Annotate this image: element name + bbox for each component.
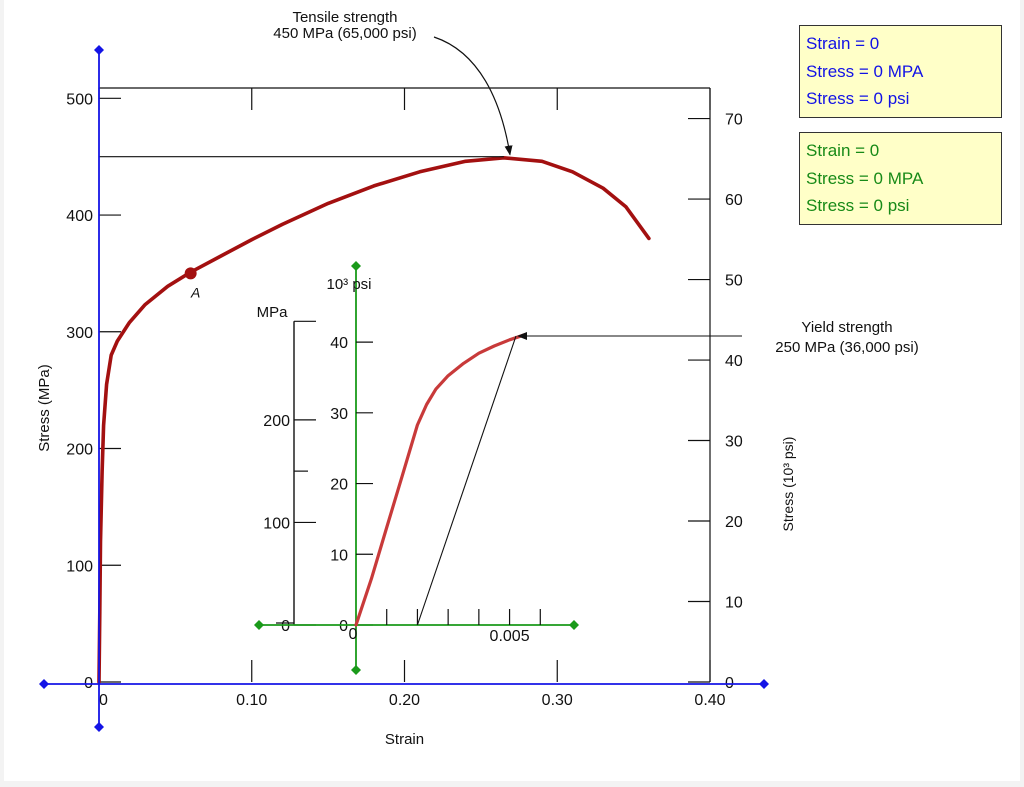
inset-axis-right-handle — [569, 620, 579, 630]
main-readout-strain: Strain = 0 — [806, 34, 880, 53]
inset-readout-stress-mpa: Stress = 0 MPA — [806, 168, 924, 188]
y-right-tick-label: 50 — [725, 273, 743, 290]
stress-strain-curve — [97, 156, 651, 684]
y-right-tick-label: 10 — [725, 595, 743, 612]
y-right-tick-label: 60 — [725, 192, 743, 209]
x-tick-label: 0.10 — [236, 692, 267, 709]
inset-strain-zero-label: 0 — [349, 626, 358, 643]
inset-mpa-title: MPa — [257, 304, 289, 321]
inset-mpa-tick-label: 200 — [263, 413, 290, 430]
inset-axis-top-handle — [351, 261, 361, 271]
x-axis-title: Strain — [385, 731, 424, 748]
inset-axis-left-handle — [254, 620, 264, 630]
inset-axis-bottom-handle — [351, 665, 361, 675]
stress-strain-chart: 010020030040050000.100.200.300.400102030… — [36, 9, 919, 748]
main-axis-left-handle — [39, 679, 49, 689]
y-tick-label: 200 — [66, 442, 93, 459]
inset-readout-strain: Strain = 0 — [806, 141, 880, 160]
y-right-tick-label: 30 — [725, 434, 743, 451]
inset-psi-tick-label: 30 — [330, 406, 348, 423]
inset-psi-tick-label: 20 — [330, 477, 348, 494]
y-axis-title: Stress (MPa) — [36, 364, 53, 452]
inset-readout-box: Strain = 0 Stress = 0 MPA Stress = 0 psi — [799, 132, 1002, 225]
tensile-strength-value: 450 MPa (65,000 psi) — [273, 25, 416, 42]
point-a-label: A — [190, 284, 200, 300]
inset-psi-tick-label: 10 — [330, 547, 348, 564]
inset-curve — [354, 333, 527, 627]
inset-readout-stress-psi: Stress = 0 psi — [806, 196, 910, 215]
inset-psi-title: 10³ psi — [326, 276, 371, 293]
y-right-tick-label: 40 — [725, 353, 743, 370]
main-axis-right-handle — [759, 679, 769, 689]
x-tick-label: 0.30 — [542, 692, 573, 709]
y-tick-label: 400 — [66, 208, 93, 225]
offset-line — [416, 335, 517, 626]
x-tick-label: 0.20 — [389, 692, 420, 709]
y-tick-label: 100 — [66, 558, 93, 575]
inset-mpa-tick-label: 0 — [281, 618, 290, 635]
tensile-strength-arrow — [433, 36, 513, 156]
x-tick-label: 0 — [99, 692, 108, 709]
chart-canvas: 010020030040050000.100.200.300.400102030… — [4, 0, 1020, 781]
main-readout-stress-psi: Stress = 0 psi — [806, 89, 910, 108]
main-axis-bottom-handle — [94, 722, 104, 732]
y-tick-label: 500 — [66, 91, 93, 108]
point-a-marker — [184, 267, 197, 280]
main-readout-box: Strain = 0 Stress = 0 MPA Stress = 0 psi — [799, 25, 1002, 118]
y-right-axis-title: Stress (10³ psi) — [780, 437, 796, 532]
main-readout-stress-mpa: Stress = 0 MPA — [806, 61, 924, 81]
inset-psi-tick-label: 0 — [339, 618, 348, 635]
tensile-strength-title: Tensile strength — [292, 9, 397, 26]
x-tick-label: 0.40 — [694, 692, 725, 709]
y-right-tick-label: 20 — [725, 514, 743, 531]
y-tick-label: 300 — [66, 325, 93, 342]
inset-psi-tick-label: 40 — [330, 335, 348, 352]
inset-mpa-tick-label: 100 — [263, 515, 290, 532]
main-axis-top-handle — [94, 45, 104, 55]
y-right-tick-label: 70 — [725, 112, 743, 129]
inset-strain-tick-label: 0.005 — [490, 628, 530, 645]
yield-strength-title: Yield strength — [801, 319, 892, 336]
yield-strength-value: 250 MPa (36,000 psi) — [775, 339, 918, 356]
